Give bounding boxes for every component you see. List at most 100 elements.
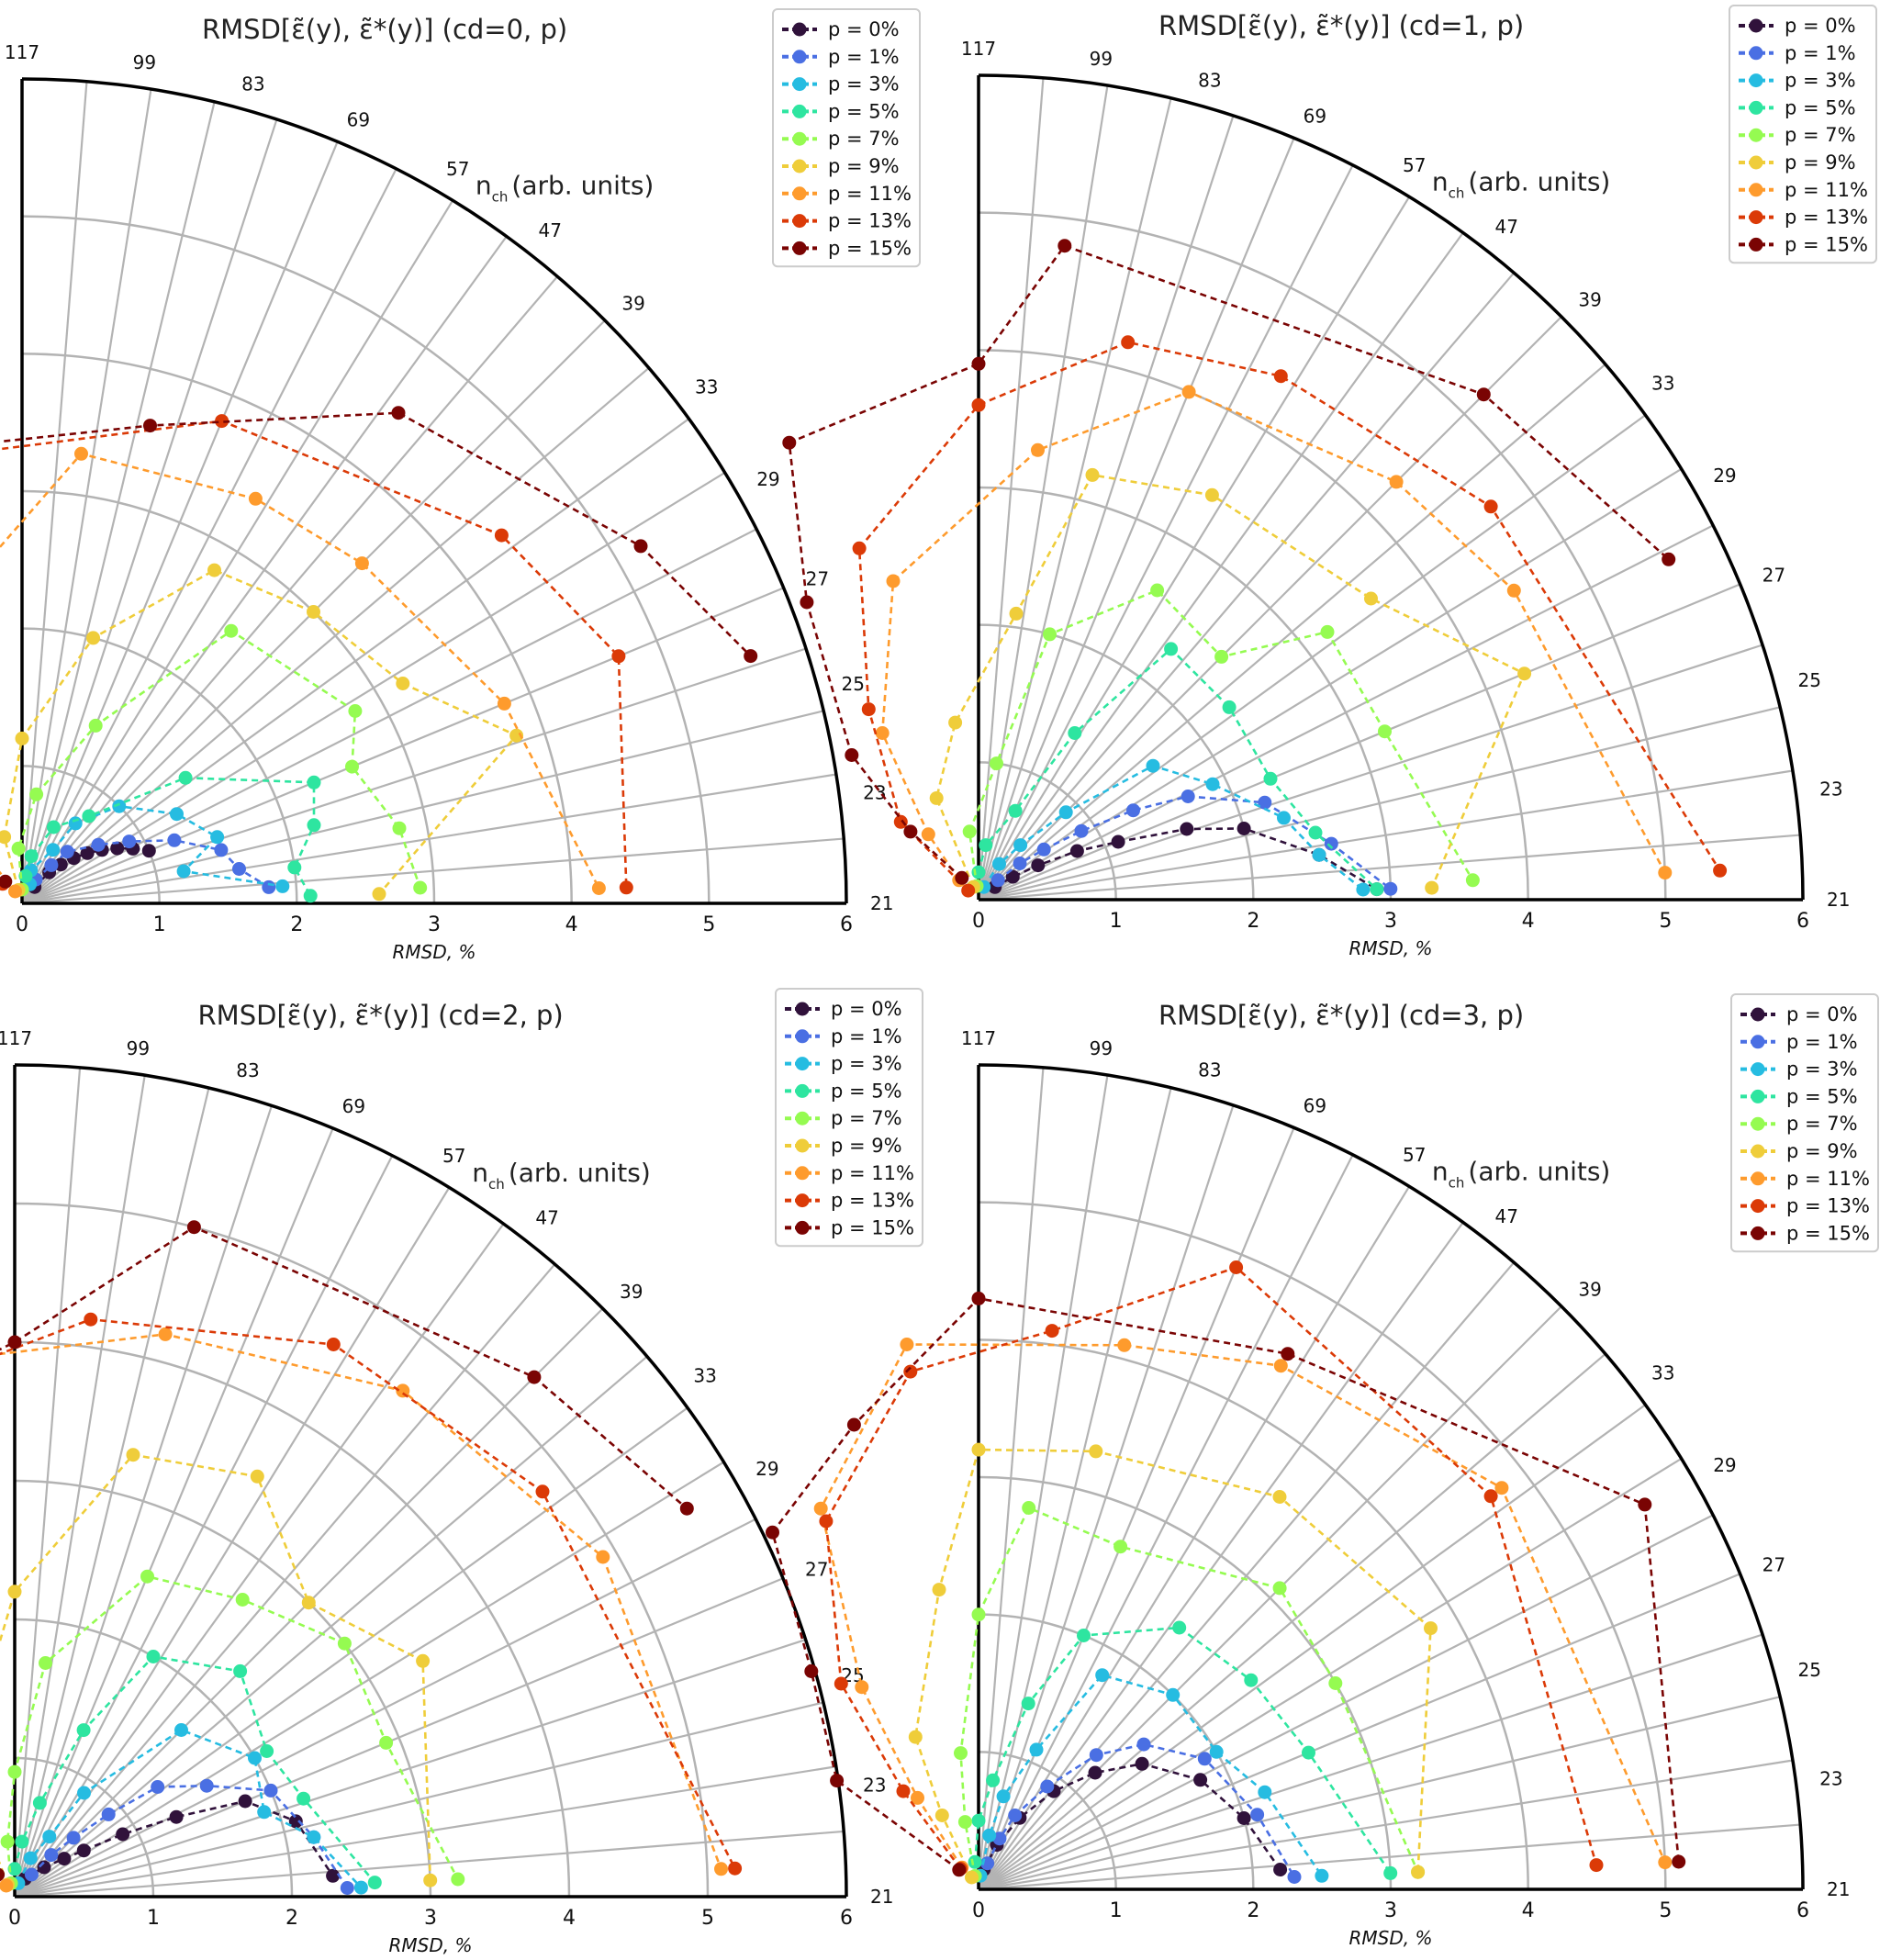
series-line bbox=[979, 1674, 1323, 1877]
data-point bbox=[84, 1312, 98, 1327]
angular-tick-label: 83 bbox=[236, 1059, 259, 1081]
data-point bbox=[1517, 666, 1532, 681]
data-point bbox=[846, 1417, 861, 1432]
angular-tick-label: 57 bbox=[446, 158, 469, 180]
data-point bbox=[535, 1484, 550, 1499]
data-point bbox=[1009, 606, 1024, 621]
legend-label: p = 1% bbox=[1785, 42, 1856, 64]
data-point bbox=[782, 435, 797, 450]
data-point bbox=[199, 1778, 214, 1793]
grid-spoke bbox=[978, 644, 1763, 902]
grid-spoke bbox=[977, 1087, 1172, 1890]
data-point bbox=[60, 845, 74, 859]
grid-spoke bbox=[978, 834, 1801, 902]
angular-tick-label: 23 bbox=[863, 1774, 886, 1796]
data-point bbox=[596, 1550, 610, 1564]
data-point bbox=[260, 1744, 274, 1758]
legend-label: p = 1% bbox=[831, 1025, 902, 1047]
data-point bbox=[1166, 1687, 1181, 1702]
series-4 bbox=[962, 583, 1480, 893]
data-point bbox=[307, 605, 320, 619]
data-point bbox=[288, 1814, 303, 1829]
data-point bbox=[257, 1805, 272, 1820]
grid-spoke bbox=[21, 528, 757, 904]
series-line bbox=[24, 776, 316, 897]
grid-spoke bbox=[14, 1638, 806, 1898]
data-point bbox=[24, 849, 39, 864]
data-point bbox=[37, 1860, 51, 1875]
data-point bbox=[1069, 844, 1084, 858]
data-point bbox=[955, 870, 969, 885]
chart-title: RMSD[ε̃(y), ε̃*(y)] (cd=2, p) bbox=[198, 1000, 564, 1031]
data-point bbox=[591, 881, 606, 895]
radial-tick-label: 1 bbox=[147, 1907, 160, 1930]
data-point bbox=[391, 406, 406, 420]
data-point bbox=[1383, 881, 1398, 896]
legend-marker bbox=[1749, 46, 1763, 61]
data-point bbox=[1172, 1620, 1187, 1635]
data-point bbox=[8, 884, 22, 899]
data-point bbox=[1658, 866, 1673, 880]
data-point bbox=[1425, 880, 1439, 895]
grid-spoke bbox=[977, 1074, 1109, 1890]
grid-spoke bbox=[14, 1461, 725, 1898]
data-point bbox=[337, 1636, 352, 1651]
data-point bbox=[903, 824, 918, 839]
legend-marker bbox=[795, 1138, 810, 1153]
legend-marker bbox=[1749, 18, 1763, 33]
legend-marker bbox=[1751, 1035, 1765, 1049]
outer-arc bbox=[978, 73, 1805, 901]
data-point bbox=[1008, 803, 1023, 818]
data-point bbox=[86, 631, 100, 645]
series-line bbox=[880, 390, 1666, 881]
data-point bbox=[238, 1794, 252, 1809]
data-point bbox=[176, 864, 191, 879]
data-point bbox=[954, 1746, 968, 1761]
data-point bbox=[122, 834, 137, 849]
data-point bbox=[766, 1525, 779, 1540]
data-point bbox=[852, 541, 867, 555]
series-line bbox=[24, 1799, 334, 1880]
data-point bbox=[158, 1327, 173, 1341]
legend-marker bbox=[1751, 1089, 1765, 1103]
data-point bbox=[971, 1607, 986, 1622]
data-point bbox=[611, 649, 626, 664]
legend-marker bbox=[1751, 1007, 1765, 1022]
grid-spoke bbox=[21, 168, 397, 904]
data-point bbox=[0, 1878, 14, 1893]
radial-tick-label: 1 bbox=[1110, 910, 1123, 933]
data-point bbox=[1250, 1808, 1265, 1822]
radial-tick-label: 5 bbox=[1659, 910, 1672, 933]
data-point bbox=[110, 841, 125, 856]
series-line bbox=[0, 1333, 722, 1887]
data-point bbox=[1258, 795, 1272, 810]
radial-tick-label: 6 bbox=[840, 1907, 853, 1930]
data-point bbox=[971, 1813, 986, 1828]
legend-label: p = 7% bbox=[828, 128, 900, 150]
data-point bbox=[861, 702, 876, 717]
chart-title: RMSD[ε̃(y), ε̃*(y)] (cd=0, p) bbox=[202, 14, 567, 45]
legend-marker bbox=[1749, 73, 1763, 88]
data-point bbox=[1424, 1621, 1438, 1636]
data-point bbox=[834, 1676, 848, 1691]
data-point bbox=[1476, 387, 1491, 402]
data-point bbox=[1146, 758, 1160, 773]
grid-spoke bbox=[977, 1126, 1295, 1890]
data-point bbox=[1328, 1676, 1343, 1690]
data-point bbox=[509, 728, 524, 743]
data-point bbox=[1483, 1489, 1498, 1504]
grid-spoke bbox=[978, 196, 1411, 901]
series-1 bbox=[24, 1778, 354, 1895]
data-point bbox=[1672, 1854, 1686, 1869]
data-point bbox=[968, 1854, 982, 1869]
data-point bbox=[893, 814, 908, 829]
grid-spoke bbox=[13, 1127, 334, 1898]
data-point bbox=[1181, 790, 1195, 803]
grid-spoke bbox=[977, 137, 1295, 901]
grid-spoke bbox=[978, 231, 1464, 901]
grid-spoke bbox=[21, 235, 508, 904]
grid-spoke bbox=[13, 1087, 210, 1898]
legend-label: p = 11% bbox=[828, 183, 912, 205]
data-point bbox=[82, 809, 96, 823]
data-point bbox=[908, 1730, 923, 1744]
